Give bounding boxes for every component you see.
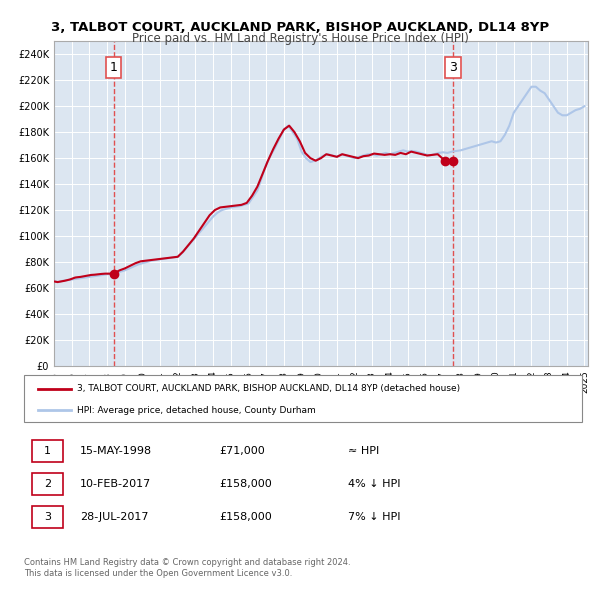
- Text: 15-MAY-1998: 15-MAY-1998: [80, 446, 152, 456]
- Text: HPI: Average price, detached house, County Durham: HPI: Average price, detached house, Coun…: [77, 405, 316, 415]
- Text: 3: 3: [44, 512, 51, 522]
- Text: ≈ HPI: ≈ HPI: [347, 446, 379, 456]
- FancyBboxPatch shape: [32, 473, 63, 495]
- Text: Price paid vs. HM Land Registry's House Price Index (HPI): Price paid vs. HM Land Registry's House …: [131, 32, 469, 45]
- Text: 1: 1: [110, 61, 118, 74]
- Text: Contains HM Land Registry data © Crown copyright and database right 2024.: Contains HM Land Registry data © Crown c…: [24, 558, 350, 566]
- Text: 4% ↓ HPI: 4% ↓ HPI: [347, 479, 400, 489]
- FancyBboxPatch shape: [32, 440, 63, 462]
- Text: This data is licensed under the Open Government Licence v3.0.: This data is licensed under the Open Gov…: [24, 569, 292, 578]
- FancyBboxPatch shape: [32, 506, 63, 528]
- Text: £158,000: £158,000: [220, 512, 272, 522]
- Text: 10-FEB-2017: 10-FEB-2017: [80, 479, 151, 489]
- Text: 1: 1: [44, 446, 51, 456]
- Text: 28-JUL-2017: 28-JUL-2017: [80, 512, 148, 522]
- Text: 3: 3: [449, 61, 457, 74]
- Text: 2: 2: [44, 479, 51, 489]
- Text: 7% ↓ HPI: 7% ↓ HPI: [347, 512, 400, 522]
- Text: £71,000: £71,000: [220, 446, 265, 456]
- Text: £158,000: £158,000: [220, 479, 272, 489]
- Text: 3, TALBOT COURT, AUCKLAND PARK, BISHOP AUCKLAND, DL14 8YP (detached house): 3, TALBOT COURT, AUCKLAND PARK, BISHOP A…: [77, 384, 460, 394]
- FancyBboxPatch shape: [24, 375, 582, 422]
- Text: 3, TALBOT COURT, AUCKLAND PARK, BISHOP AUCKLAND, DL14 8YP: 3, TALBOT COURT, AUCKLAND PARK, BISHOP A…: [51, 21, 549, 34]
